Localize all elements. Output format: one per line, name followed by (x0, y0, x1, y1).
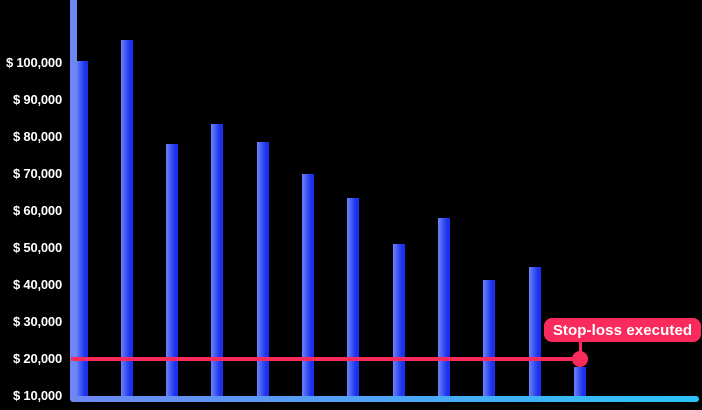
bar (302, 173, 315, 399)
y-tick-label: $ 20,000 (12, 351, 62, 367)
y-tick-label: $ 30,000 (12, 314, 62, 330)
y-tick-label: $ 70,000 (12, 165, 62, 181)
bar (120, 40, 133, 399)
y-tick-label: $ 10,000 (12, 388, 62, 404)
y-axis-line (70, 0, 77, 400)
x-axis-line (70, 396, 699, 402)
y-tick-label: $ 100,000 (5, 54, 62, 70)
y-tick-label: $ 40,000 (12, 277, 62, 293)
bar (166, 144, 179, 399)
stop-loss-badge: Stop-loss executed (544, 318, 701, 342)
bar (211, 124, 224, 399)
stop-loss-marker-dot (572, 351, 589, 368)
y-tick-label: $ 90,000 (12, 91, 62, 107)
bar (392, 244, 405, 399)
bar (438, 218, 451, 399)
bar (574, 366, 587, 399)
y-tick-label: $ 60,000 (12, 202, 62, 218)
stop-loss-badge-label: Stop-loss executed (552, 321, 693, 339)
y-tick-label: $ 80,000 (12, 128, 62, 144)
stop-loss-line (71, 357, 581, 362)
bar (256, 142, 269, 399)
bar (528, 267, 541, 399)
stop-loss-connector-line (578, 342, 582, 360)
bar (75, 61, 88, 399)
y-tick-label: $ 50,000 (12, 240, 62, 255)
bar (347, 197, 360, 399)
bar (483, 279, 496, 399)
